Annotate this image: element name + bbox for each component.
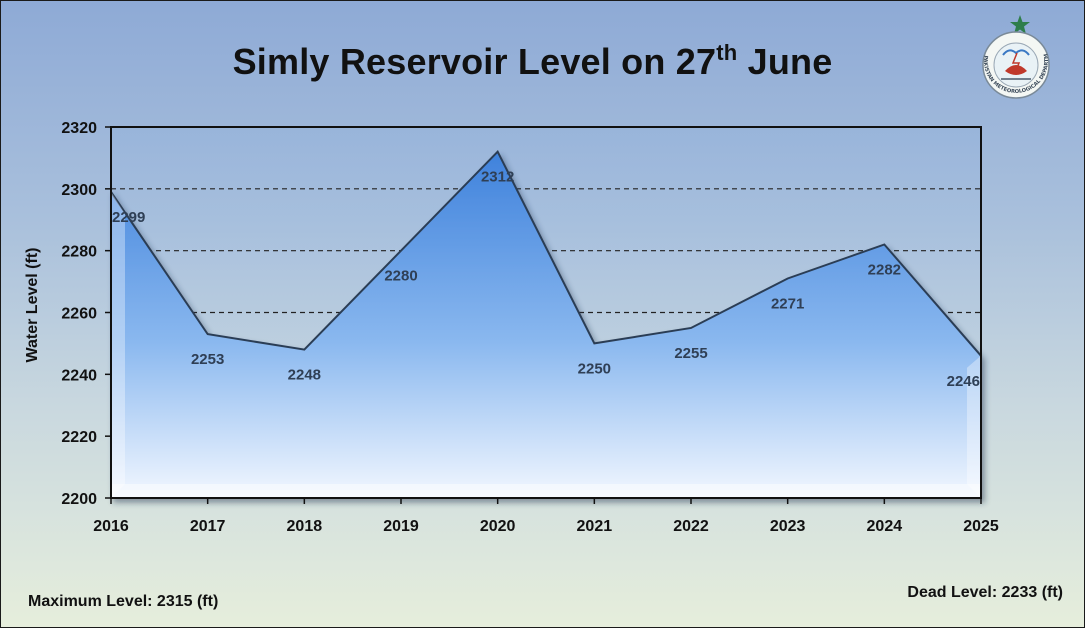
y-axis-ticks: 2200 2220 2240 2260 2280 2300 2320 [61, 120, 111, 508]
data-label: 2299 [112, 209, 145, 226]
x-tick-label: 2021 [577, 518, 613, 535]
x-tick-label: 2024 [867, 518, 903, 535]
maximum-level-note: Maximum Level: 2315 (ft) [28, 593, 219, 610]
chart-title: Simly Reservoir Level on 27th June [1, 41, 1064, 83]
x-axis-ticks: 2016 2017 2018 2019 2020 2021 2022 2023 2024 2025 [93, 498, 999, 535]
data-label: 2271 [771, 295, 804, 312]
data-label: 2253 [191, 351, 224, 368]
y-tick-label: 2280 [61, 244, 97, 261]
data-labels: 2299 2253 2248 2280 2312 2250 2255 2271 2282 2246 [112, 169, 980, 390]
x-tick-label: 2020 [480, 518, 516, 535]
bottom-bevel [111, 484, 981, 498]
right-bevel [967, 355, 981, 498]
data-label: 2248 [288, 367, 321, 384]
data-label: 2312 [481, 169, 514, 186]
x-tick-label: 2019 [383, 518, 419, 535]
title-main-text: Simly Reservoir Level on 27 [232, 41, 717, 82]
y-tick-label: 2260 [61, 306, 97, 323]
title-superscript: th [716, 40, 738, 65]
y-tick-label: 2240 [61, 367, 97, 384]
data-label: 2255 [674, 345, 707, 362]
y-tick-label: 2300 [61, 182, 97, 199]
pmd-logo-icon: PAKISTAN METEOROLOGICAL DEPARTMENT [971, 13, 1050, 99]
x-tick-label: 2017 [190, 518, 226, 535]
y-tick-label: 2320 [61, 120, 97, 137]
data-label: 2282 [868, 261, 901, 278]
x-tick-label: 2022 [673, 518, 709, 535]
x-tick-label: 2023 [770, 518, 806, 535]
data-label: 2250 [578, 360, 611, 377]
x-tick-label: 2018 [287, 518, 323, 535]
data-label: 2280 [384, 268, 417, 285]
x-tick-label: 2016 [93, 518, 129, 535]
dead-level-note: Dead Level: 2233 (ft) [907, 584, 1063, 601]
y-tick-label: 2220 [61, 429, 97, 446]
data-label: 2246 [947, 373, 980, 390]
x-tick-label: 2025 [963, 518, 999, 535]
y-tick-label: 2200 [61, 491, 97, 508]
area-bevels [111, 191, 981, 499]
left-bevel [111, 191, 125, 499]
title-end-text: June [737, 41, 833, 82]
